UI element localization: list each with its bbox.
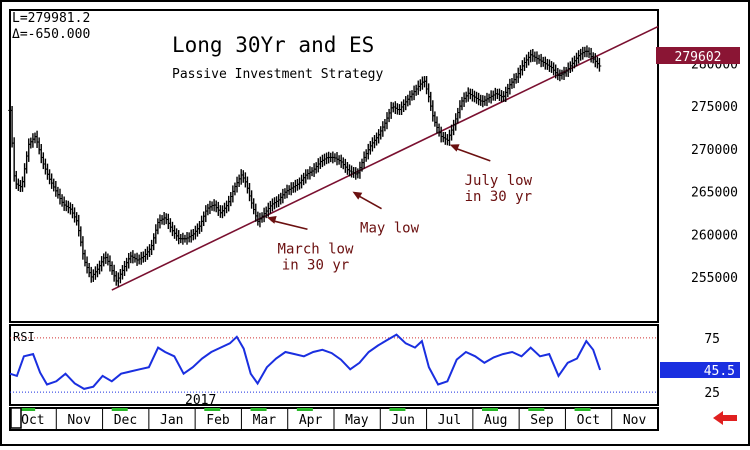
x-tick-label: Mar — [253, 413, 277, 428]
y-tick-label: 270000 — [691, 143, 738, 158]
y-tick-label: 265000 — [691, 186, 738, 201]
x-tick-label: Nov — [623, 413, 647, 428]
chart-title: Long 30Yr and ES — [172, 33, 374, 57]
back-arrow-icon[interactable] — [713, 411, 737, 425]
rsi-value-tag — [660, 362, 740, 378]
annotation-label: in 30 yr — [465, 189, 532, 205]
rsi-value-tag-label: 45.5 — [704, 364, 735, 379]
x-tick-label: Nov — [67, 413, 91, 428]
x-tick-label: Apr — [299, 413, 323, 428]
annotation-arrowhead — [352, 191, 363, 200]
annotation-label: March low — [278, 241, 354, 257]
support-trendline — [111, 25, 659, 291]
x-tick-label: Oct — [21, 413, 44, 428]
annotation-arrowhead — [266, 216, 277, 224]
annotation-arrow — [356, 193, 382, 210]
annotation-label: May low — [360, 221, 420, 237]
delta-readout: Δ=-650.000 — [12, 27, 90, 42]
rsi-line — [9, 333, 602, 390]
annotation-label: July low — [465, 173, 533, 189]
annotation-label: in 30 yr — [282, 257, 349, 273]
x-tick-label: Oct — [577, 413, 600, 428]
last-price-tag — [656, 47, 740, 64]
x-tick-label: Sep — [530, 413, 554, 428]
x-tick-label: Jun — [391, 413, 414, 428]
y-tick-label: 275000 — [691, 100, 738, 115]
annotation-arrow — [453, 146, 491, 162]
rsi-panel — [9, 324, 659, 406]
year-label: 2017 — [185, 393, 216, 408]
last-price-readout: L=279981.2 — [12, 11, 90, 26]
chart-subtitle: Passive Investment Strategy — [172, 67, 383, 82]
rsi-title: RSI — [13, 330, 35, 344]
rsi-tick-label: 75 — [704, 332, 720, 347]
x-tick-label: Dec — [114, 413, 137, 428]
annotation-arrowhead — [449, 144, 460, 152]
scroll-handle[interactable] — [10, 407, 22, 429]
annotation-arrow — [270, 219, 308, 231]
x-tick-label: Jul — [438, 413, 461, 428]
x-tick-label: May — [345, 413, 369, 428]
x-tick-label: Feb — [206, 413, 230, 428]
last-price-tag-label: 279602 — [675, 50, 722, 65]
y-tick-label: 255000 — [691, 271, 738, 286]
x-tick-label: Aug — [484, 413, 507, 428]
rsi-tick-label: 25 — [704, 386, 720, 401]
x-tick-label: Jan — [160, 413, 183, 428]
y-tick-label: 260000 — [691, 228, 738, 243]
